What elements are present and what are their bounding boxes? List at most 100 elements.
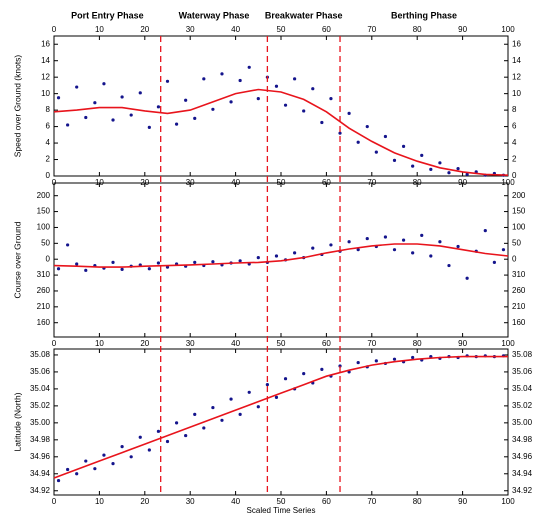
y-tick-label: 6	[46, 122, 51, 131]
y-tick-label-right: 160	[512, 318, 526, 327]
x-tick-label: 80	[413, 497, 422, 506]
data-point	[311, 87, 315, 91]
data-point	[156, 261, 161, 265]
data-point	[229, 100, 233, 104]
data-point	[111, 461, 115, 466]
y-tick-label-right: 200	[512, 191, 526, 200]
data-point	[238, 78, 242, 83]
data-point	[420, 233, 424, 237]
phase-label: Port Entry Phase	[71, 10, 144, 20]
data-point	[202, 426, 206, 430]
data-point	[447, 171, 451, 175]
y-tick-label: 35.08	[30, 350, 51, 359]
x-tick-label: 10	[95, 339, 104, 348]
data-point	[302, 372, 306, 376]
x-tick-label: 90	[458, 497, 467, 506]
data-point	[147, 125, 151, 130]
data-point	[483, 229, 487, 233]
data-point	[374, 359, 378, 363]
data-point	[184, 433, 188, 438]
y-tick-label: 35.04	[30, 384, 51, 393]
data-point	[465, 172, 469, 176]
data-point	[338, 364, 342, 368]
y-tick-label-right: 0	[512, 254, 517, 263]
data-point	[411, 355, 415, 360]
x-tick-label: 70	[367, 339, 376, 348]
data-point	[120, 267, 124, 271]
data-point	[156, 429, 161, 433]
y-tick-label: 35.06	[30, 367, 51, 376]
x-tick-label-top: 70	[367, 25, 376, 34]
y-tick-label: 0	[46, 171, 51, 180]
data-point	[66, 467, 70, 472]
plot-frame	[53, 348, 509, 496]
y-axis-title: Course over Ground	[12, 221, 22, 298]
data-point	[147, 267, 151, 271]
y-tick-label-right: 35.06	[512, 367, 533, 376]
data-point	[365, 124, 369, 129]
data-point	[265, 383, 269, 387]
x-tick-label: 60	[322, 497, 331, 506]
data-point	[356, 360, 360, 365]
y-tick-label: 200	[37, 191, 51, 200]
x-tick-label: 0	[52, 497, 57, 506]
y-tick-label: 210	[37, 302, 51, 311]
data-point	[193, 412, 197, 416]
x-tick-label: 40	[231, 339, 240, 348]
data-point	[193, 260, 197, 264]
data-point	[56, 478, 61, 483]
y-tick-label-right: 8	[512, 105, 517, 114]
y-tick-label: 35.02	[30, 401, 51, 410]
data-point	[383, 235, 388, 239]
data-point	[447, 263, 451, 268]
data-point	[320, 120, 324, 125]
data-point	[102, 82, 106, 86]
data-point	[274, 84, 279, 88]
data-point	[256, 256, 260, 260]
data-point	[411, 251, 415, 255]
data-point	[129, 455, 133, 459]
y-tick-label: 160	[37, 318, 51, 327]
data-point	[56, 96, 61, 100]
phase-label: Berthing Phase	[391, 10, 457, 20]
y-tick-label: 50	[41, 238, 50, 247]
data-point	[456, 244, 460, 249]
x-tick-label-top: 100	[501, 25, 515, 34]
data-point	[174, 421, 179, 425]
x-tick-label-top: 60	[322, 25, 331, 34]
x-tick-label: 40	[231, 497, 240, 506]
data-point	[220, 418, 224, 422]
x-tick-label-top: 40	[231, 25, 240, 34]
y-tick-label-right: 34.92	[512, 486, 533, 495]
data-point	[374, 150, 378, 154]
data-point	[220, 72, 224, 76]
data-point	[75, 262, 79, 266]
data-point	[84, 268, 88, 272]
data-point	[120, 445, 124, 449]
y-tick-label-right: 6	[512, 122, 517, 131]
data-point	[401, 238, 406, 242]
x-tick-label: 30	[186, 339, 195, 348]
y-tick-label-right: 310	[512, 270, 526, 279]
fit-line	[53, 355, 508, 479]
x-tick-label: 50	[277, 497, 286, 506]
data-point	[438, 240, 442, 244]
y-tick-label: 310	[37, 270, 51, 279]
data-point	[202, 77, 206, 81]
y-tick-label: 150	[37, 207, 51, 216]
y-axis-title: Latitude (North)	[12, 392, 22, 451]
x-tick-label: 20	[140, 497, 149, 506]
y-tick-label: 260	[37, 286, 51, 295]
y-tick-label-right: 34.98	[512, 435, 533, 444]
phase-label: Breakwater Phase	[265, 10, 343, 20]
x-tick-label-top: 90	[458, 25, 467, 34]
y-tick-label-right: 16	[512, 39, 521, 48]
y-tick-label-right: 12	[512, 72, 521, 81]
data-point	[465, 276, 469, 280]
data-point	[392, 357, 397, 361]
data-point	[420, 153, 424, 158]
data-point	[229, 397, 233, 401]
data-point	[329, 96, 333, 101]
data-point	[356, 248, 360, 252]
